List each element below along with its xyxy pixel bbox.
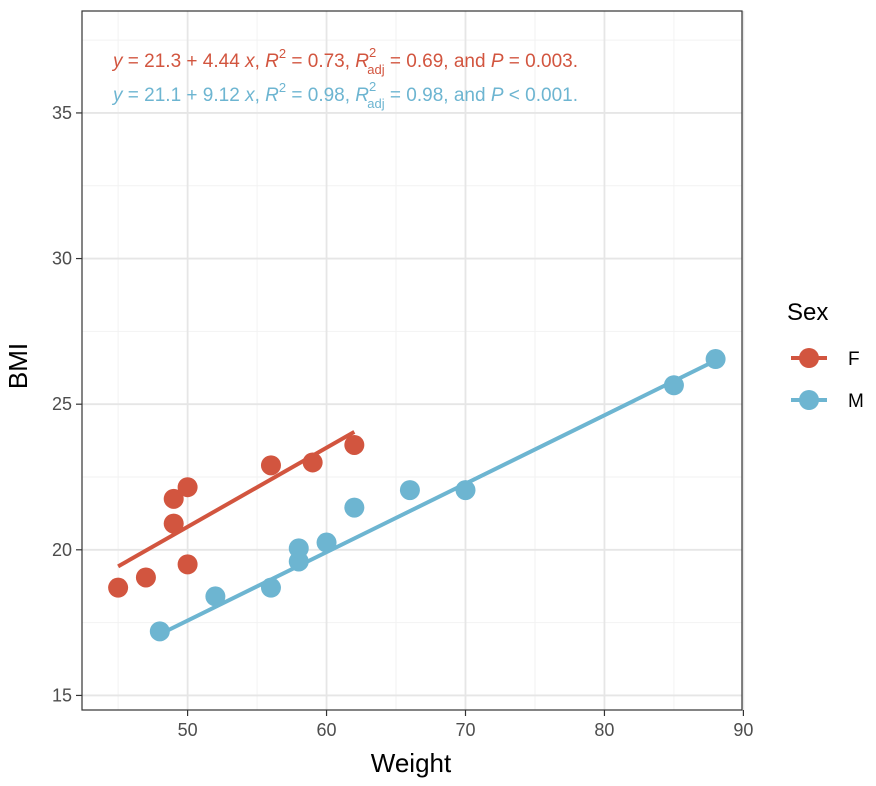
y-tick-label: 35 xyxy=(52,103,72,123)
legend-key-point-F xyxy=(799,348,819,368)
point-M xyxy=(399,480,420,501)
grid xyxy=(82,11,745,710)
legend-label-F: F xyxy=(848,349,860,370)
legend-label-M: M xyxy=(848,391,864,412)
point-F xyxy=(163,513,184,534)
equation-F: y = 21.3 + 4.44 x, R2 = 0.73, R2 adj = 0.… xyxy=(111,45,578,77)
point-M xyxy=(260,577,281,598)
equation-M: y = 21.1 + 9.12 x, R2 = 0.98, R2 adj = 0.… xyxy=(111,79,578,111)
point-M xyxy=(288,538,309,559)
y-tick-label: 15 xyxy=(52,685,72,705)
point-F xyxy=(135,567,156,588)
point-F xyxy=(344,434,365,455)
point-M xyxy=(705,349,726,370)
x-tick-label: 50 xyxy=(178,720,198,740)
point-F xyxy=(177,554,198,575)
point-F xyxy=(177,477,198,498)
point-M xyxy=(316,532,337,553)
x-tick-label: 60 xyxy=(317,720,337,740)
point-F xyxy=(302,452,323,473)
point-M xyxy=(455,480,476,501)
x-tick-label: 80 xyxy=(594,720,614,740)
point-F xyxy=(108,577,129,598)
panel-border xyxy=(81,10,743,711)
point-M xyxy=(663,375,684,396)
point-M xyxy=(149,621,170,642)
point-F xyxy=(163,488,184,509)
legend-title: Sex xyxy=(787,299,828,326)
x-axis-title: Weight xyxy=(371,748,452,778)
y-tick-label: 20 xyxy=(52,540,72,560)
point-F xyxy=(260,455,281,476)
axis-ticks: 50 60 70 80 90 15 20 25 30 35 xyxy=(52,103,753,740)
y-tick-label: 25 xyxy=(52,394,72,414)
legend-key-point-M xyxy=(799,390,819,410)
legend: Sex FM xyxy=(787,299,864,412)
fit-line-M xyxy=(158,358,717,637)
data-points xyxy=(108,349,726,642)
point-M xyxy=(344,497,365,518)
point-M xyxy=(205,586,226,607)
x-tick-label: 70 xyxy=(455,720,475,740)
y-axis-title: BMI xyxy=(3,343,33,389)
x-tick-label: 90 xyxy=(733,720,753,740)
y-tick-label: 30 xyxy=(52,249,72,269)
